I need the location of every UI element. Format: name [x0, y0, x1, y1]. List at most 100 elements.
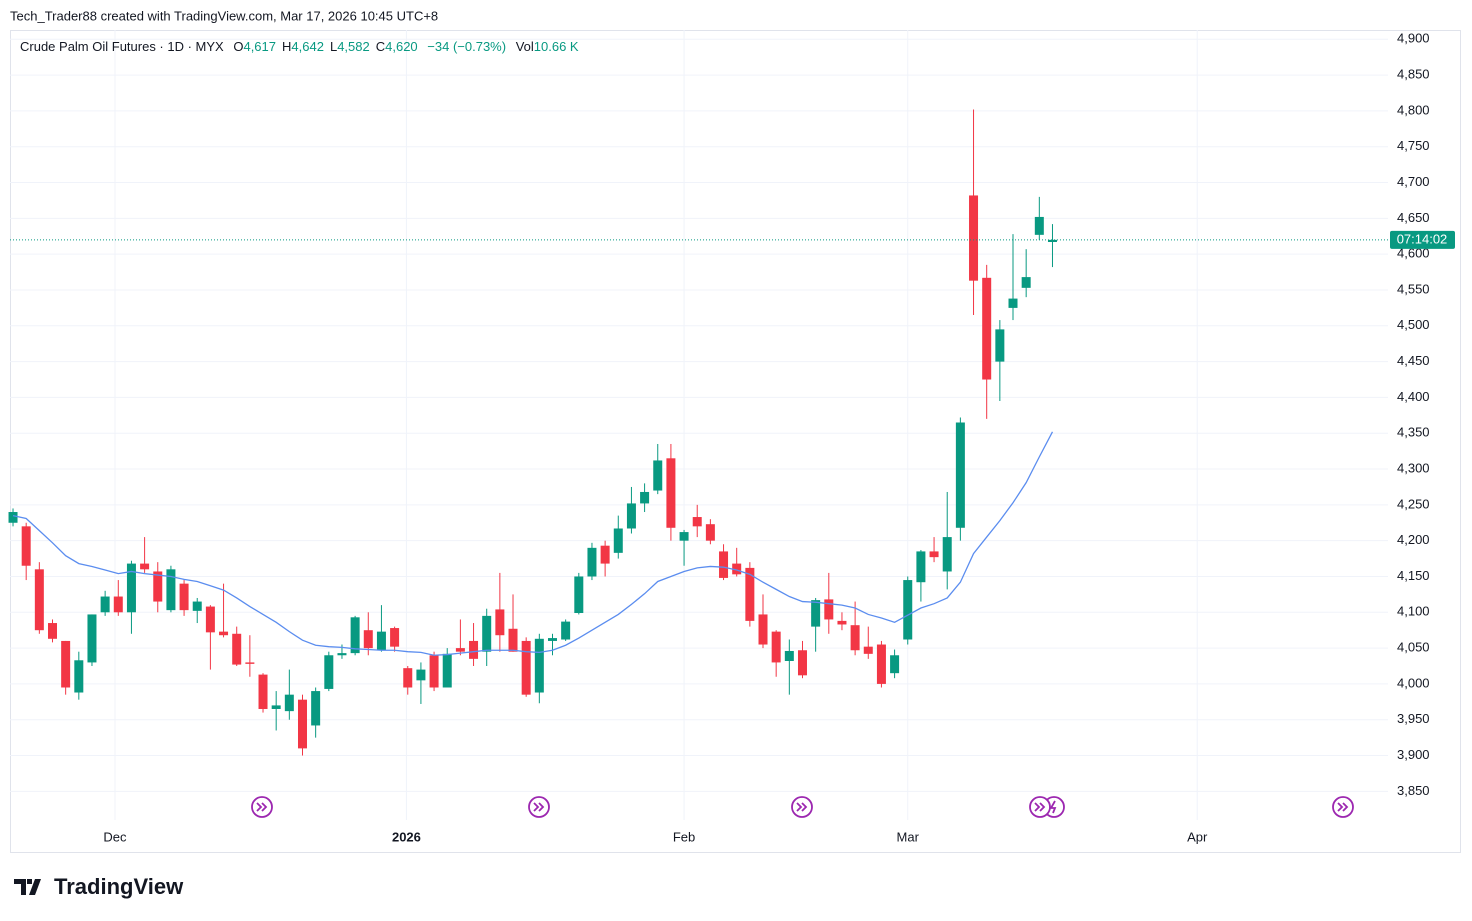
candle-body — [626, 503, 636, 529]
legend: Crude Palm Oil Futures · 1D · MYX O4,617… — [20, 39, 579, 54]
candle-body — [297, 699, 307, 749]
candle-body — [811, 600, 821, 627]
candle-body — [929, 551, 939, 558]
candle-body — [166, 569, 176, 611]
candle-body — [837, 620, 847, 625]
candle-body — [995, 329, 1005, 362]
candle-body — [1021, 277, 1031, 288]
candle-body — [574, 576, 584, 614]
legend-value: 4,620 — [385, 39, 418, 54]
candle-body — [87, 614, 97, 663]
candle-body — [824, 599, 834, 620]
candle-body — [390, 628, 400, 647]
logo: TradingView — [14, 874, 184, 899]
candle-body — [600, 545, 610, 564]
candle-body — [74, 660, 84, 693]
candle-body — [153, 571, 163, 602]
legend-value: 4,642 — [291, 39, 324, 54]
x-tick-label: Feb — [673, 829, 695, 844]
y-tick-label: 4,850 — [1397, 67, 1430, 82]
candle-body — [8, 512, 18, 523]
candle-body — [376, 631, 386, 651]
legend-key: L — [330, 39, 337, 54]
candle-body — [692, 517, 702, 527]
candle-body — [969, 195, 979, 281]
y-tick-label: 4,800 — [1397, 102, 1430, 117]
candle-body — [126, 563, 136, 613]
legend-vol: 10.66 K — [534, 39, 579, 54]
candle-body — [1047, 239, 1057, 243]
y-tick-label: 4,100 — [1397, 604, 1430, 619]
y-tick-label: 4,300 — [1397, 460, 1430, 475]
legend-change: −34 (−0.73%) — [427, 39, 506, 54]
candle-body — [719, 551, 729, 578]
candle-body — [482, 615, 492, 652]
chart-frame — [10, 30, 1461, 853]
candle-body — [521, 640, 531, 695]
candle-body — [469, 640, 479, 659]
candle-body — [705, 524, 715, 541]
candle-body — [455, 648, 465, 652]
candle-body — [1034, 216, 1044, 235]
candle-body — [219, 631, 229, 636]
candle-body — [113, 596, 123, 613]
candle-body — [679, 532, 689, 541]
event-icon[interactable] — [1332, 796, 1354, 818]
candle-body — [179, 583, 189, 611]
candle-body — [47, 623, 57, 639]
candle-body — [271, 705, 281, 709]
legend-value: 4,582 — [337, 39, 370, 54]
legend-key: C — [376, 39, 385, 54]
candle-body — [666, 458, 676, 528]
candle-body — [653, 460, 663, 491]
y-tick-label: 4,450 — [1397, 353, 1430, 368]
event-icon[interactable] — [1029, 796, 1051, 818]
y-tick-label: 4,700 — [1397, 174, 1430, 189]
candle-body — [205, 606, 215, 633]
legend-value: 4,617 — [243, 39, 276, 54]
legend-key: O — [233, 39, 243, 54]
y-tick-label: 4,550 — [1397, 281, 1430, 296]
event-icon[interactable] — [791, 796, 813, 818]
credit: Tech_Trader88 created with TradingView.c… — [10, 8, 438, 23]
candle-body — [876, 644, 886, 684]
candle-body — [955, 422, 965, 528]
y-tick-label: 4,750 — [1397, 138, 1430, 153]
y-tick-label: 3,900 — [1397, 747, 1430, 762]
candle-body — [916, 551, 926, 583]
candle-body — [100, 596, 110, 613]
event-icon[interactable] — [528, 796, 550, 818]
candle-body — [311, 691, 321, 726]
candle-body — [21, 526, 31, 566]
candle-body — [337, 653, 347, 656]
event-icons — [251, 796, 1354, 818]
candle-body — [745, 567, 755, 621]
candle-body — [732, 563, 742, 575]
candle-body — [416, 669, 426, 681]
candle-body — [232, 633, 242, 665]
x-tick-label: 2026 — [392, 829, 421, 844]
candle-body — [863, 646, 873, 654]
y-tick-label: 4,650 — [1397, 210, 1430, 225]
y-tick-label: 4,500 — [1397, 317, 1430, 332]
candle-body — [363, 630, 373, 649]
candle-body — [429, 655, 439, 688]
candle-body — [258, 674, 268, 709]
candle-body — [442, 653, 452, 688]
y-tick-label: 4,400 — [1397, 389, 1430, 404]
candle-body — [903, 580, 913, 640]
price-tag — [1390, 230, 1455, 249]
candle-body — [1008, 298, 1018, 308]
y-tick-label: 4,250 — [1397, 496, 1430, 511]
candle-body — [192, 601, 202, 611]
candle-body — [613, 528, 623, 553]
legend-title: Crude Palm Oil Futures · 1D · MYX — [20, 39, 224, 54]
y-tick-label: 4,150 — [1397, 568, 1430, 583]
candle-body — [324, 655, 334, 689]
candle-body — [758, 614, 768, 645]
axes: 3,850 3,900 3,950 4,000 4,050 4,100 4,150 4,200… — [103, 31, 1455, 844]
candle-body — [534, 638, 544, 693]
event-icon[interactable] — [251, 796, 273, 818]
candle-body — [561, 621, 571, 640]
